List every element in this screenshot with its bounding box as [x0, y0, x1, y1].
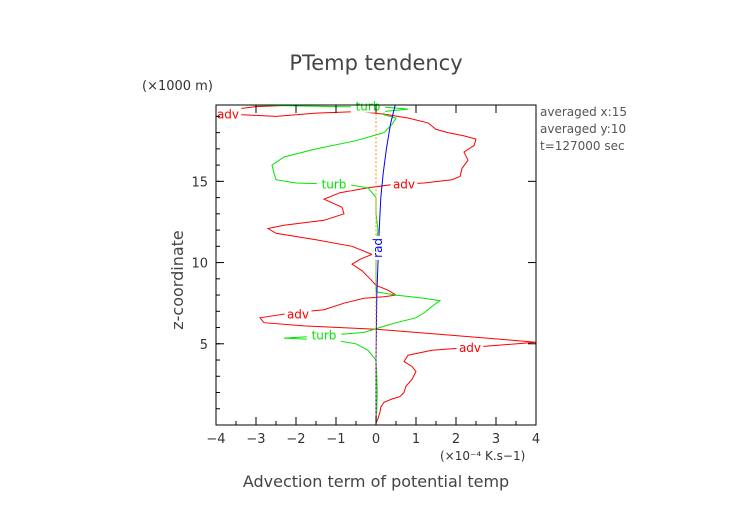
annotation-text: t=127000 sec — [540, 139, 625, 153]
label-backing — [316, 177, 352, 191]
adv-series-line — [234, 104, 537, 424]
turb-series-label: turb — [316, 177, 352, 192]
x-unit-label: (×10⁻⁴ K.s−1) — [440, 449, 525, 463]
y-axis: 5 10 15 — [191, 115, 536, 410]
annotation-group: averaged x:15 averaged y:10 t=127000 sec — [540, 105, 627, 153]
y-axis-title: z-coordinate — [168, 230, 187, 330]
adv-series-label: adv — [284, 307, 312, 322]
turb-series-label: turb — [350, 99, 386, 114]
turb-series-line — [247, 104, 442, 424]
turb-series-label: turb — [306, 328, 342, 343]
rad-label-text: rad — [371, 238, 385, 258]
label-backing — [284, 307, 312, 321]
turb-label-text: turb — [356, 100, 381, 114]
adv-series-label: adv — [456, 340, 484, 355]
x-axis-title: Advection term of potential temp — [243, 472, 509, 491]
x-tick-label: −4 — [206, 432, 225, 447]
label-backing — [390, 177, 418, 191]
x-tick-label: 3 — [492, 432, 500, 447]
x-tick-label: 1 — [412, 432, 420, 447]
adv-label-text: adv — [393, 178, 415, 192]
turb-label-text: turb — [322, 178, 347, 192]
adv-label-text: adv — [287, 308, 309, 322]
annotation-text: averaged y:10 — [540, 122, 626, 136]
label-backing — [372, 235, 384, 260]
adv-label-text: adv — [459, 341, 481, 355]
x-tick-label: 4 — [532, 432, 540, 447]
chart-title: PTemp tendency — [289, 51, 462, 75]
x-tick-label: 2 — [452, 432, 460, 447]
label-backing — [350, 99, 386, 113]
x-tick-label: −1 — [326, 432, 345, 447]
x-tick-label: 0 — [372, 432, 380, 447]
y-tick-label: 15 — [191, 175, 208, 190]
rad-series-line — [375, 104, 396, 424]
x-tick-label: −3 — [246, 432, 265, 447]
y-tick-label: 5 — [200, 338, 208, 353]
rad-series-label: rad — [371, 235, 385, 260]
y-tick-label: 10 — [191, 257, 208, 272]
adv-label-text: adv — [217, 108, 239, 122]
x-tick-label: −2 — [286, 432, 305, 447]
annotation-text: averaged x:15 — [540, 105, 627, 119]
turb-label-text: turb — [312, 329, 337, 343]
y-multiplier-label: (×1000 m) — [142, 79, 213, 94]
x-axis: −4 −3 −2 −1 0 1 2 3 4 — [206, 105, 540, 447]
label-backing — [214, 107, 242, 121]
label-backing — [456, 340, 484, 354]
adv-series-label: adv — [214, 107, 242, 122]
adv-series-label: adv — [390, 177, 418, 192]
label-backing — [306, 328, 342, 342]
